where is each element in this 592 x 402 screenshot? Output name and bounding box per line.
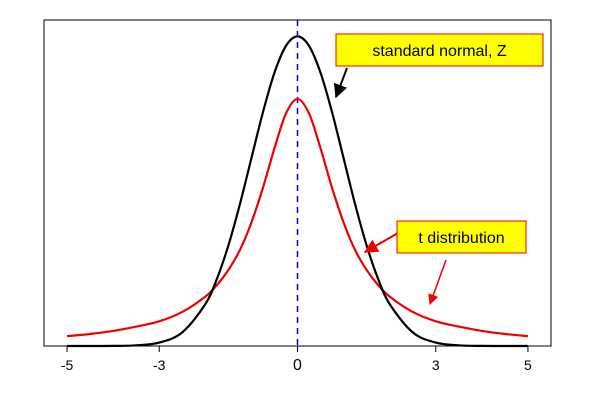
t-distribution-callout-box bbox=[396, 220, 527, 254]
t-distribution-callout: t distribution bbox=[363, 220, 527, 305]
standard-normal-callout-box bbox=[335, 33, 544, 67]
standard-normal-callout-arrow bbox=[333, 67, 348, 99]
x-tick-label-neg3: -3 bbox=[153, 357, 166, 373]
x-tick-label-zero: 0 bbox=[293, 357, 302, 374]
plot-area-frame bbox=[43, 19, 552, 347]
x-axis: -5 -3 0 3 5 bbox=[61, 346, 532, 374]
x-tick-label-3: 3 bbox=[432, 357, 440, 373]
t-distribution-callout-label: t distribution bbox=[418, 230, 504, 247]
standard-normal-callout: standard normal, Z bbox=[333, 33, 544, 99]
t-distribution-curve bbox=[66, 97, 529, 338]
x-tick-label-neg5: -5 bbox=[61, 357, 74, 373]
t-distribution-callout-arrow-left bbox=[363, 232, 399, 253]
t-distribution-callout-arrow-right bbox=[428, 259, 447, 305]
x-tick-label-5: 5 bbox=[524, 357, 532, 373]
x-tick-marks bbox=[66, 346, 529, 352]
standard-normal-callout-label: standard normal, Z bbox=[372, 43, 507, 60]
standard-normal-curve bbox=[67, 35, 528, 348]
